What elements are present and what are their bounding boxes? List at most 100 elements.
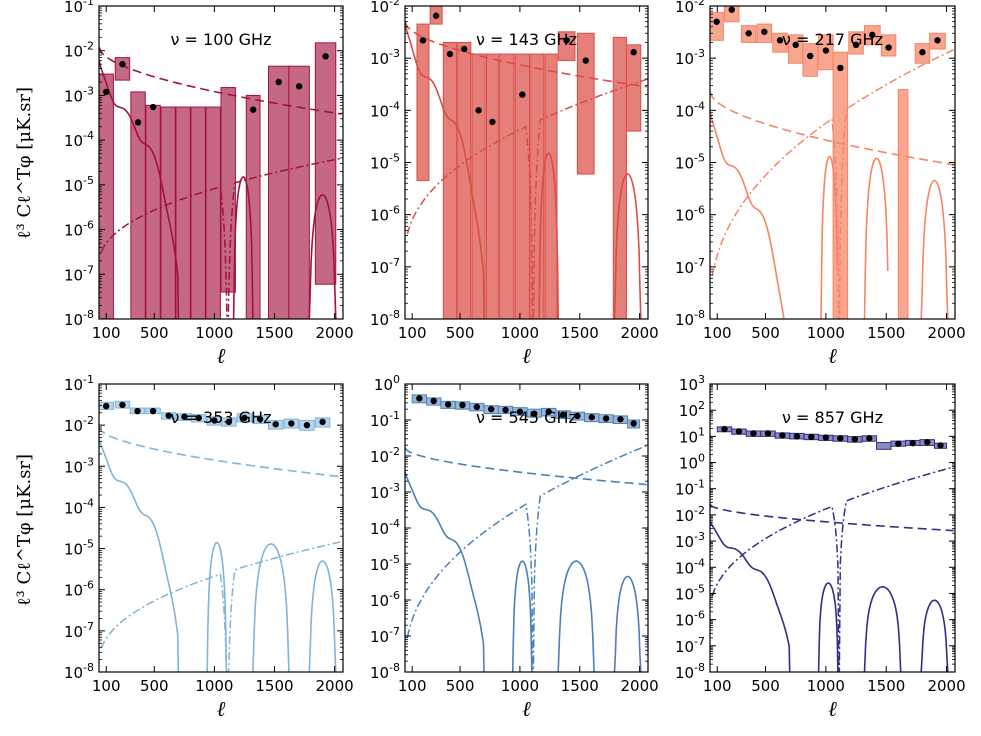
y-tick-label: 10-7 xyxy=(370,256,400,277)
data-point xyxy=(419,37,427,44)
y-tick-label: 10-8 xyxy=(370,661,400,682)
dashdot-series-line xyxy=(711,48,955,319)
error-box xyxy=(897,89,909,319)
error-box xyxy=(190,106,206,319)
data-point xyxy=(909,439,916,447)
y-tick-label: 10-5 xyxy=(64,174,94,195)
data-point xyxy=(461,45,468,53)
y-tick-label: 10-7 xyxy=(675,635,705,656)
data-point xyxy=(444,401,452,408)
data-point xyxy=(588,413,595,421)
y-tick-label: 10-7 xyxy=(370,625,400,646)
data-point xyxy=(275,78,282,86)
y-tick-label: 101 xyxy=(679,425,705,446)
data-point xyxy=(545,408,552,415)
panel-5: 10-8 10-7 10-6 10-5 10-4 10-3 10-2 10-1 100 100 50… xyxy=(370,373,659,721)
data-point xyxy=(531,410,538,417)
y-tick-label: 10-5 xyxy=(675,582,705,603)
error-box xyxy=(245,94,261,319)
data-point xyxy=(195,414,202,422)
panel-6: 10-8 10-7 10-6 10-5 10-4 10-3 10-2 10-1 100 101 10… xyxy=(675,373,966,721)
x-tick-label: 1500 xyxy=(867,677,905,695)
y-tick-label: 10-3 xyxy=(370,481,400,502)
solid-series-arch xyxy=(557,560,595,672)
plot-area xyxy=(710,6,955,319)
error-box xyxy=(99,73,114,319)
x-tick-label: 100 xyxy=(703,324,732,342)
x-tick-label: 2000 xyxy=(315,324,353,342)
x-tick-label: 500 xyxy=(446,677,475,695)
solid-series-line xyxy=(99,437,180,672)
y-tick-label: 10-3 xyxy=(64,84,94,105)
panel-title: ν = 857 GHz xyxy=(782,408,883,427)
data-point xyxy=(165,412,172,419)
data-point xyxy=(574,412,581,420)
x-tick-label: 2000 xyxy=(621,324,659,342)
data-point xyxy=(103,88,110,96)
error-box xyxy=(267,65,290,319)
y-tick-label: 10-5 xyxy=(64,538,94,559)
x-tick-label: 500 xyxy=(140,324,169,342)
y-tick-label: 10-4 xyxy=(370,99,400,120)
data-point xyxy=(822,434,830,441)
x-axis-label: ℓ xyxy=(522,344,531,368)
data-point xyxy=(869,31,876,39)
error-box xyxy=(876,442,892,450)
y-axis-label: ℓ³ Cℓ^Tφ [μK.sr] xyxy=(14,454,35,606)
solid-series-arch xyxy=(920,179,949,319)
y-tick-label: 10-1 xyxy=(370,409,400,430)
error-box xyxy=(114,57,131,81)
y-tick-label: 100 xyxy=(374,373,400,394)
x-tick-label: 500 xyxy=(751,324,780,342)
error-box xyxy=(557,31,576,62)
x-tick-label: 1500 xyxy=(561,677,599,695)
x-tick-label: 100 xyxy=(92,677,121,695)
data-point xyxy=(852,41,860,49)
error-box xyxy=(499,53,515,319)
data-point xyxy=(630,49,637,56)
y-tick-label: 10-8 xyxy=(675,308,705,329)
x-tick-label: 2000 xyxy=(621,677,659,695)
solid-series-arch xyxy=(863,585,902,672)
y-tick-label: 10-3 xyxy=(675,530,705,551)
data-point xyxy=(563,37,570,44)
error-box xyxy=(416,23,430,182)
error-box xyxy=(145,104,161,319)
dashdot-series-line xyxy=(100,540,343,672)
error-box xyxy=(442,41,457,319)
error-box xyxy=(802,43,818,77)
x-tick-label: 1500 xyxy=(867,324,905,342)
data-point xyxy=(430,397,437,405)
data-point xyxy=(937,442,944,449)
solid-series-arch xyxy=(820,155,839,319)
y-tick-label: 102 xyxy=(679,399,705,420)
x-axis-label: ℓ xyxy=(217,697,226,721)
panel-title: ν = 100 GHz xyxy=(171,30,272,49)
solid-series-arch xyxy=(613,575,642,672)
data-point xyxy=(837,64,844,72)
data-point xyxy=(602,415,610,422)
solid-series-arch xyxy=(863,157,889,319)
x-tick-label: 1500 xyxy=(255,324,293,342)
data-point xyxy=(745,30,752,37)
solid-series-arch xyxy=(538,152,559,319)
y-tick-label: 10-8 xyxy=(64,308,94,329)
data-point xyxy=(764,430,772,437)
y-tick-label: 10-3 xyxy=(675,47,705,68)
x-axis-label: ℓ xyxy=(828,344,837,368)
solid-series-arch xyxy=(206,541,228,672)
data-point xyxy=(256,415,264,423)
data-point xyxy=(793,433,801,440)
y-tick-label: 10-6 xyxy=(370,589,400,610)
y-axis-label: ℓ³ Cℓ^Tφ [μK.sr] xyxy=(14,87,35,239)
x-tick-label: 1000 xyxy=(195,677,233,695)
y-tick-label: 10-4 xyxy=(370,517,400,538)
y-tick-label: 10-8 xyxy=(370,308,400,329)
y-tick-label: 10-4 xyxy=(64,129,94,150)
x-tick-label: 1000 xyxy=(807,677,845,695)
y-tick-label: 10-8 xyxy=(675,661,705,682)
x-tick-label: 1500 xyxy=(255,677,293,695)
y-tick-label: 10-6 xyxy=(64,579,94,600)
data-point xyxy=(776,37,784,44)
